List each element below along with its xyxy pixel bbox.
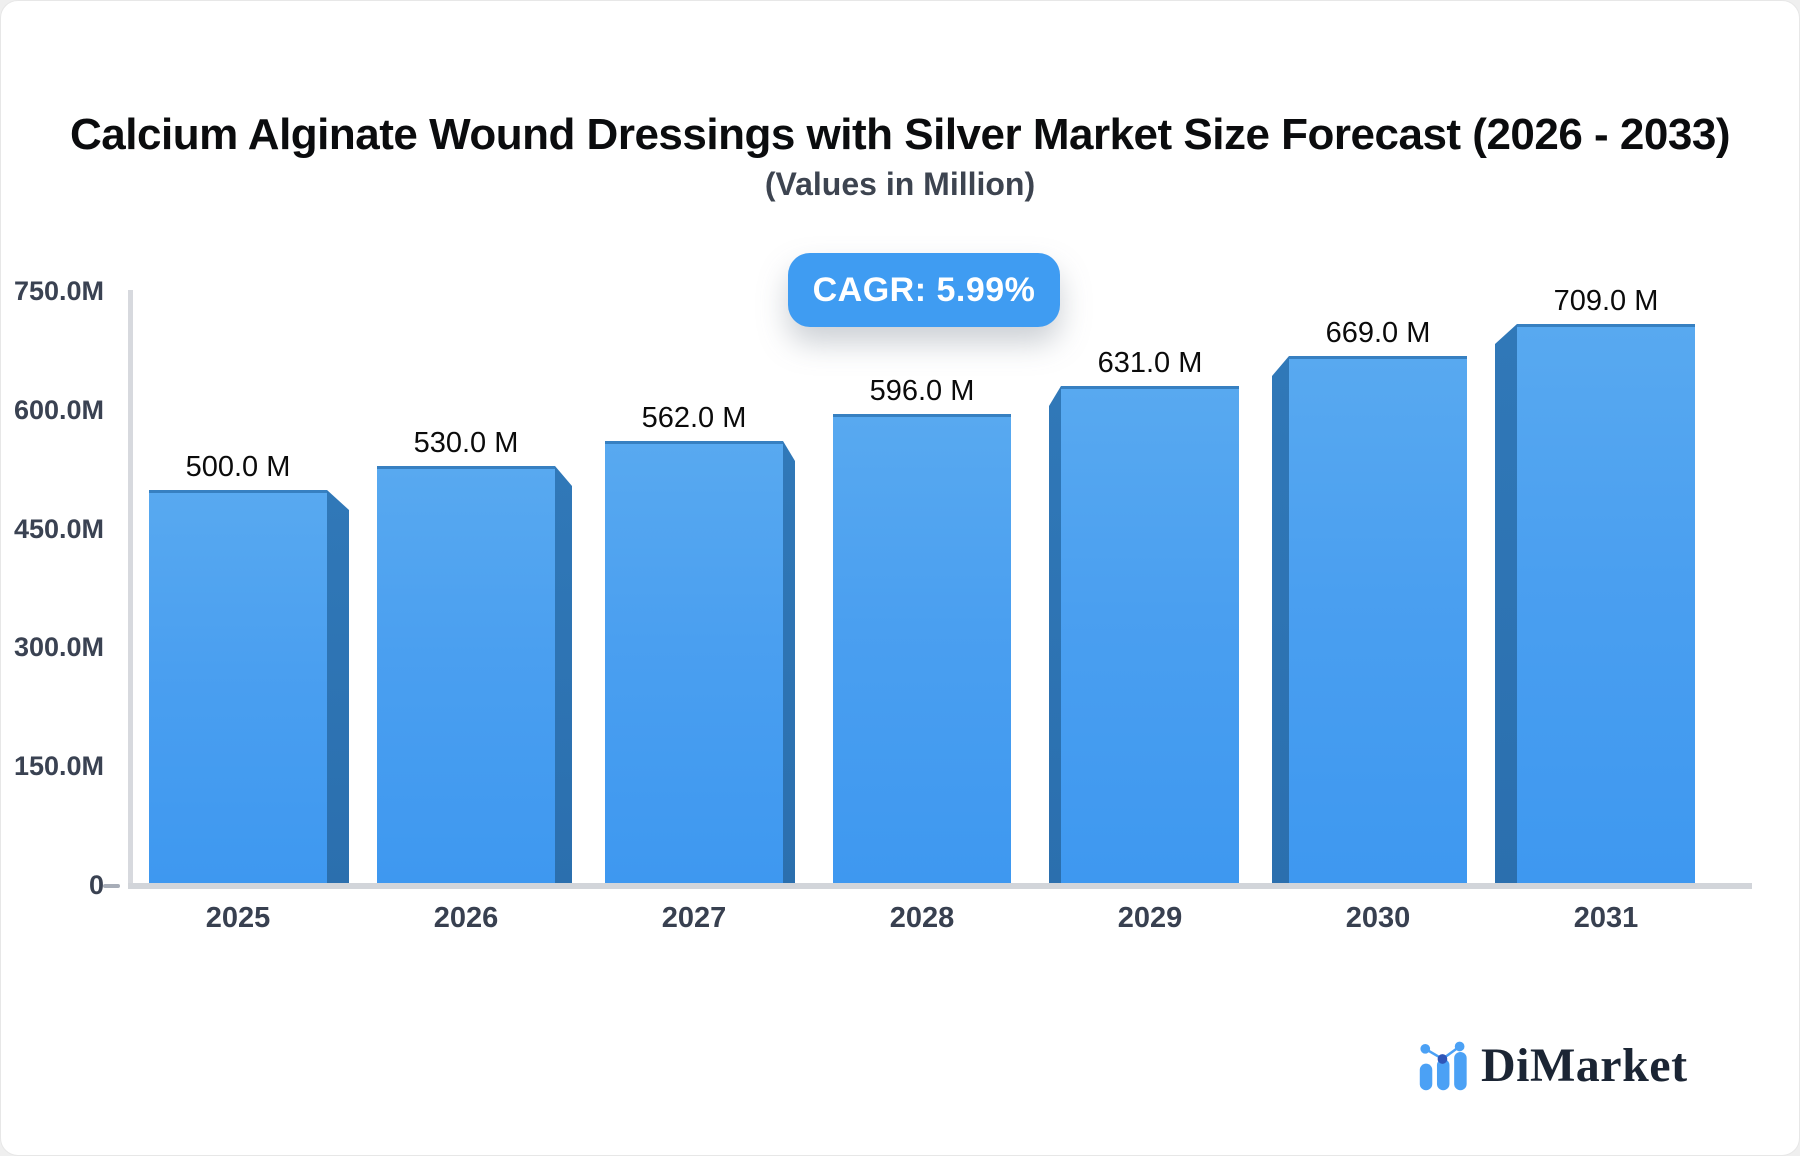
bar-3d-side-2031 bbox=[1495, 324, 1517, 886]
bar-2030[interactable] bbox=[1289, 356, 1467, 886]
bar-3d-side-2029 bbox=[1049, 386, 1061, 886]
bar-value-label-2028: 596.0 M bbox=[869, 375, 975, 407]
brand-logo-text: DiMarket bbox=[1481, 1039, 1688, 1092]
bar-2028[interactable] bbox=[833, 414, 1011, 886]
bar-value-label-2027: 562.0 M bbox=[641, 402, 747, 434]
chart-title: Calcium Alginate Wound Dressings with Si… bbox=[70, 110, 1730, 159]
y-axis-zero-tick-dash bbox=[103, 884, 120, 888]
cagr-badge: CAGR: 5.99% bbox=[788, 253, 1060, 327]
bar-value-label-2031: 709.0 M bbox=[1553, 285, 1659, 317]
x-axis-label-2031: 2031 bbox=[1573, 902, 1639, 934]
bar-2027[interactable] bbox=[605, 441, 783, 886]
x-axis-label-2030: 2030 bbox=[1345, 902, 1411, 934]
x-axis-label-2027: 2027 bbox=[661, 902, 727, 934]
x-axis-label-2028: 2028 bbox=[889, 902, 955, 934]
y-axis-line bbox=[128, 290, 133, 887]
bar-3d-side-2026 bbox=[555, 466, 572, 886]
bar-2029[interactable] bbox=[1061, 386, 1239, 886]
mini-bar-chart-icon bbox=[1419, 1041, 1467, 1090]
y-axis-label-450.0M: 450.0M bbox=[13, 514, 104, 544]
bar-2031[interactable] bbox=[1517, 324, 1695, 886]
bar-value-label-2029: 631.0 M bbox=[1097, 347, 1203, 379]
x-axis-label-2026: 2026 bbox=[433, 902, 499, 934]
brand-logo: DiMarket bbox=[1419, 1038, 1688, 1093]
chart-subtitle: (Values in Million) bbox=[764, 166, 1036, 202]
y-axis-label-0: 0 bbox=[88, 870, 104, 900]
bar-value-label-2025: 500.0 M bbox=[185, 451, 291, 483]
bar-2025[interactable] bbox=[149, 490, 327, 886]
y-axis-label-600.0M: 600.0M bbox=[13, 395, 104, 425]
bar-2026[interactable] bbox=[377, 466, 555, 886]
x-axis-label-2025: 2025 bbox=[205, 902, 271, 934]
y-axis-label-750.0M: 750.0M bbox=[13, 276, 104, 306]
bar-value-label-2026: 530.0 M bbox=[413, 427, 519, 459]
y-axis-label-300.0M: 300.0M bbox=[13, 632, 104, 662]
bar-3d-side-2025 bbox=[327, 490, 349, 886]
bar-value-label-2030: 669.0 M bbox=[1325, 317, 1431, 349]
x-axis-label-2029: 2029 bbox=[1117, 902, 1183, 934]
x-axis-baseline bbox=[128, 883, 1752, 889]
cagr-badge-label: CAGR: 5.99% bbox=[812, 270, 1036, 309]
y-axis-label-150.0M: 150.0M bbox=[13, 751, 104, 781]
bar-3d-side-2030 bbox=[1272, 356, 1289, 886]
bar-3d-side-2027 bbox=[783, 441, 795, 886]
